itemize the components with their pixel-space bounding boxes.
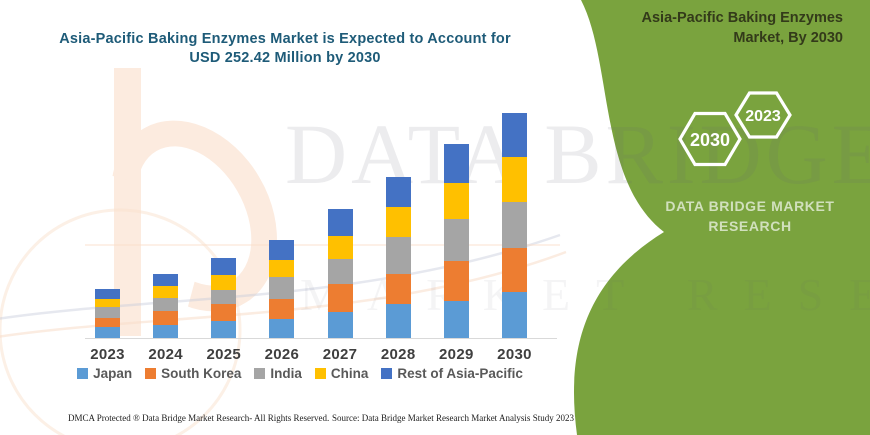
bar-segment-2027-japan bbox=[327, 312, 353, 338]
legend-item-japan: Japan bbox=[77, 366, 132, 381]
brand-name: DATA BRIDGE MARKET RESEARCH bbox=[640, 196, 860, 236]
bar-segment-2026-china bbox=[269, 260, 295, 277]
legend-swatch-china bbox=[314, 368, 326, 379]
bar-2027 bbox=[327, 208, 353, 338]
legend-label-japan: Japan bbox=[93, 366, 133, 381]
bar-segment-2026-india bbox=[269, 276, 295, 299]
bar-segment-2027-rest-of-asia-pacific bbox=[327, 208, 353, 236]
bar-segment-2030-south-korea bbox=[501, 248, 527, 292]
legend-item-south-korea: South Korea bbox=[145, 366, 241, 381]
bar-segment-2029-rest-of-asia-pacific bbox=[443, 144, 469, 183]
bar-segment-2028-india bbox=[385, 237, 411, 275]
x-axis-line bbox=[85, 338, 557, 339]
chart-title-line1: Asia-Pacific Baking Enzymes Market is Ex… bbox=[59, 31, 511, 47]
bar-segment-2024-south-korea bbox=[153, 310, 179, 326]
x-axis-label-2025: 2025 bbox=[206, 346, 242, 363]
x-axis-label-2028: 2028 bbox=[380, 346, 416, 363]
bar-segment-2026-rest-of-asia-pacific bbox=[269, 240, 295, 261]
chart-legend: Japan South Korea India China Rest of Asia-P… bbox=[55, 366, 545, 381]
chart-title-line2: USD 252.42 Million by 2030 bbox=[189, 50, 381, 66]
bar-segment-2024-china bbox=[153, 285, 179, 298]
bar-segment-2026-south-korea bbox=[269, 298, 295, 319]
bar-segment-2030-india bbox=[501, 201, 527, 249]
brand-name-line2: RESEARCH bbox=[708, 218, 792, 234]
bar-segment-2029-japan bbox=[443, 300, 469, 338]
legend-label-south-korea: South Korea bbox=[161, 366, 242, 381]
bar-segment-2029-china bbox=[443, 182, 469, 220]
x-axis-label-2024: 2024 bbox=[148, 346, 183, 363]
chart-title: Asia-Pacific Baking Enzymes Market is Ex… bbox=[40, 30, 530, 68]
bar-2023 bbox=[95, 288, 120, 338]
legend-label-india: India bbox=[270, 366, 302, 381]
bar-2025 bbox=[211, 257, 237, 338]
bar-segment-2025-rest-of-asia-pacific bbox=[211, 257, 237, 276]
bar-segment-2027-south-korea bbox=[327, 283, 353, 313]
bar-segment-2028-south-korea bbox=[385, 274, 411, 305]
legend-item-india: India bbox=[254, 366, 302, 381]
bar-segment-2024-rest-of-asia-pacific bbox=[153, 273, 179, 286]
x-axis-label-2029: 2029 bbox=[439, 346, 474, 363]
bar-segment-2030-rest-of-asia-pacific bbox=[501, 113, 527, 157]
panel-title: Asia-Pacific Baking Enzymes Market, By 2… bbox=[641, 10, 843, 46]
bar-segment-2028-china bbox=[385, 207, 411, 238]
legend-label-china: China bbox=[330, 366, 369, 381]
bar-segment-2029-india bbox=[443, 219, 469, 261]
bar-segment-2025-china bbox=[211, 275, 237, 291]
brand-name-line1: DATA BRIDGE MARKET bbox=[665, 198, 835, 214]
bar-segment-2026-japan bbox=[269, 318, 295, 338]
bar-segment-2025-india bbox=[211, 290, 237, 304]
legend-swatch-japan bbox=[77, 368, 89, 379]
x-axis-label-2027: 2027 bbox=[322, 346, 358, 363]
bar-segment-2027-china bbox=[327, 235, 353, 259]
bar-segment-2027-india bbox=[327, 258, 353, 284]
legend-swatch-india bbox=[254, 368, 266, 379]
legend-swatch-rest-of-asia-pacific bbox=[381, 368, 393, 379]
bar-segment-2025-south-korea bbox=[211, 303, 237, 321]
bar-segment-2025-japan bbox=[211, 320, 237, 338]
bar-segment-2023-japan bbox=[95, 326, 120, 338]
x-axis-label-2023: 2023 bbox=[90, 346, 125, 363]
bar-segment-2023-india bbox=[95, 307, 120, 318]
bar-segment-2023-rest-of-asia-pacific bbox=[95, 288, 120, 299]
bar-segment-2024-japan bbox=[153, 325, 179, 338]
bar-2029 bbox=[443, 144, 469, 338]
bar-2030 bbox=[501, 113, 527, 338]
x-axis-label-2030: 2030 bbox=[497, 346, 532, 363]
footer-source-text: Source: Data Bridge Market Research Mark… bbox=[332, 413, 574, 423]
legend-swatch-south-korea bbox=[145, 368, 157, 379]
footer-dmca-text: DMCA Protected ® Data Bridge Market Rese… bbox=[68, 413, 330, 423]
bar-segment-2023-south-korea bbox=[95, 317, 120, 327]
legend-item-china: China bbox=[314, 366, 369, 381]
bar-2028 bbox=[385, 176, 411, 338]
bar-segment-2029-south-korea bbox=[443, 260, 469, 301]
bar-2026 bbox=[269, 240, 295, 338]
legend-item-rest-of-asia-pacific: Rest of Asia-Pacific bbox=[381, 366, 523, 381]
bar-2024 bbox=[153, 273, 179, 338]
bar-segment-2024-india bbox=[153, 297, 179, 311]
legend-label-rest-of-asia-pacific: Rest of Asia-Pacific bbox=[397, 366, 523, 381]
bar-segment-2030-japan bbox=[501, 291, 527, 338]
bar-segment-2028-japan bbox=[385, 304, 411, 338]
x-axis-label-2026: 2026 bbox=[264, 346, 300, 363]
bar-segment-2030-china bbox=[501, 156, 527, 202]
bar-segment-2023-china bbox=[95, 298, 120, 308]
bar-segment-2028-rest-of-asia-pacific bbox=[385, 176, 411, 208]
